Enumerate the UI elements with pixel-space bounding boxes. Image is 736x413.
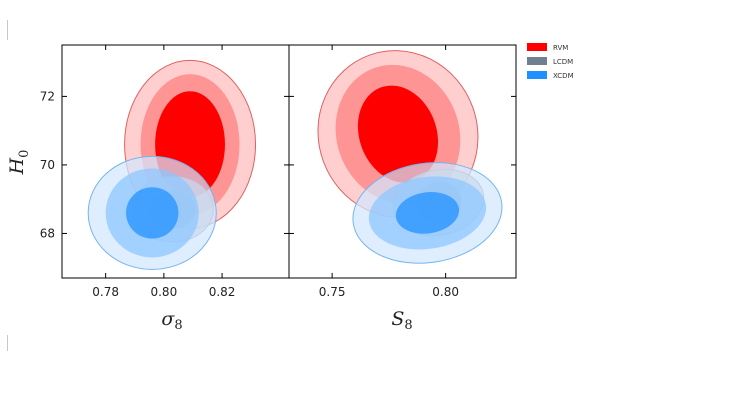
- legend-swatch-rvm: [527, 43, 547, 51]
- y-tick-label: 68: [40, 226, 55, 240]
- panel-s8-contours: [317, 50, 503, 264]
- y-axis-label-sub: 0: [17, 150, 32, 158]
- x-axis-label-s8: S8: [391, 308, 412, 333]
- y-tick-label: 72: [40, 89, 55, 103]
- legend-swatch-lcdm: [527, 57, 547, 65]
- x-axis-label-s8-main: S: [391, 308, 404, 330]
- page-edge-mark-top: [7, 20, 8, 40]
- panel-sigma8-contours: [87, 59, 257, 270]
- legend: RVM LCDM XCDM: [527, 43, 574, 80]
- contour-xcdm-level-1: [395, 192, 460, 234]
- x-tick-label: 0.80: [432, 285, 459, 299]
- x-axis-label-sigma8-sub: 8: [174, 318, 182, 333]
- legend-label-rvm: RVM: [553, 44, 568, 52]
- x-axis-label-s8-sub: 8: [404, 318, 412, 333]
- contour-rvm-level-1: [357, 85, 439, 183]
- x-tick-label: 0.78: [92, 285, 119, 299]
- legend-label-xcdm: XCDM: [553, 72, 574, 80]
- x-tick-label: 0.82: [209, 285, 236, 299]
- legend-label-lcdm: LCDM: [553, 58, 573, 66]
- x-tick-label: 0.75: [319, 285, 346, 299]
- panel-s8-frame: [288, 44, 517, 279]
- x-axis-label-sigma8-main: σ: [161, 308, 175, 330]
- contour-xcdm-level-1: [126, 187, 179, 239]
- legend-swatch-xcdm: [527, 71, 547, 79]
- y-tick-label: 70: [40, 158, 55, 172]
- y-axis-label: H0: [6, 150, 32, 176]
- x-tick-label: 0.80: [150, 285, 177, 299]
- page-edge-mark-bottom: [7, 335, 8, 351]
- y-axis-label-main: H: [6, 157, 28, 175]
- axis-ticks: 0.78 0.80 0.82 0.75 0.80 68 70 72: [40, 45, 516, 299]
- x-axis-label-sigma8: σ8: [161, 308, 182, 333]
